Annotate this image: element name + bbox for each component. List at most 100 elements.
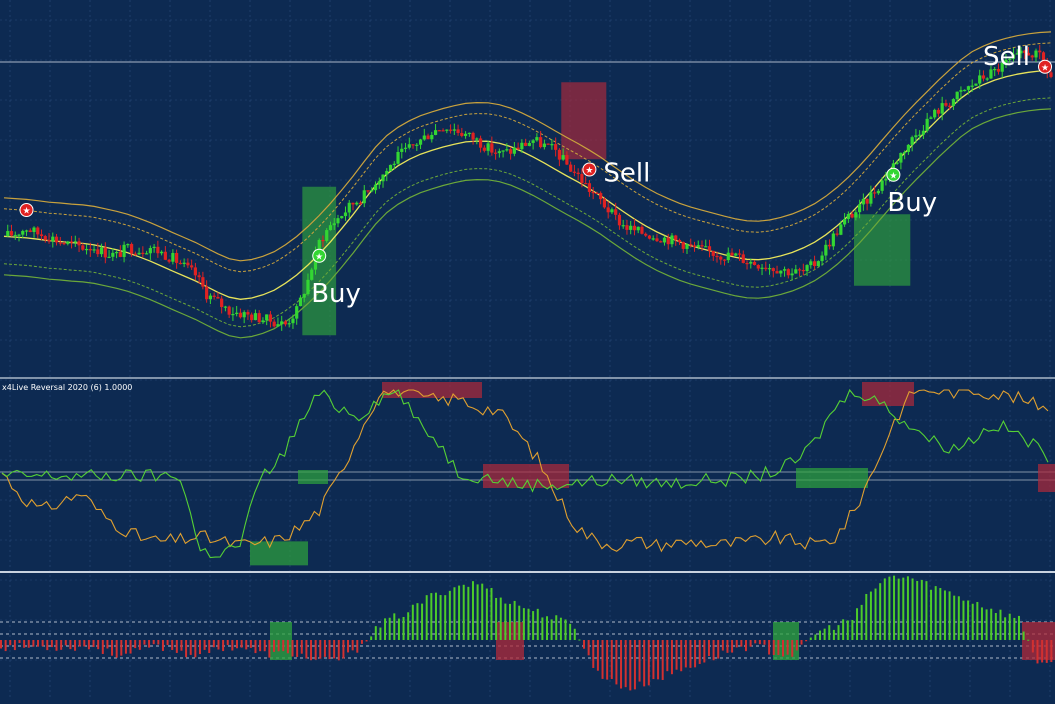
histogram-bar <box>624 640 627 688</box>
candle-body <box>786 269 790 276</box>
candle-body <box>178 262 182 265</box>
histogram-bar <box>23 640 26 648</box>
sell-zone <box>382 382 482 398</box>
histogram-bar <box>388 617 391 640</box>
candle-body <box>422 135 426 140</box>
candle-body <box>685 244 689 249</box>
histogram-bar <box>490 587 493 640</box>
histogram-bar <box>458 585 461 640</box>
candle-body <box>66 241 70 244</box>
candle-body <box>276 324 280 327</box>
histogram-bar <box>846 620 849 640</box>
candle-body <box>208 295 212 300</box>
candle-body <box>47 239 51 242</box>
histogram-bar <box>208 640 211 654</box>
candle-body <box>385 170 389 175</box>
candle-body <box>531 140 535 143</box>
candle-body <box>415 144 419 146</box>
candle-body <box>283 321 288 325</box>
candle-body <box>430 134 434 140</box>
candle-body <box>163 251 167 260</box>
histogram-bar <box>717 640 720 659</box>
sell-star-icon-glyph: ★ <box>1041 63 1049 73</box>
candle-body <box>328 225 333 231</box>
histogram-bar <box>277 640 280 652</box>
candle-body <box>576 172 580 175</box>
candle-body <box>287 323 291 325</box>
histogram-bar <box>115 640 118 658</box>
histogram-panel <box>0 575 1055 691</box>
histogram-bar <box>185 640 188 658</box>
histogram-bar <box>41 640 44 647</box>
candle-body <box>756 265 760 269</box>
candle-body <box>418 139 423 145</box>
histogram-bar <box>365 640 368 642</box>
candle-body <box>569 164 573 172</box>
histogram-bar <box>189 640 192 655</box>
candle-body <box>933 109 937 118</box>
histogram-bar <box>411 604 414 640</box>
candle-body <box>336 218 340 224</box>
histogram-bar <box>856 608 859 640</box>
histogram-bar <box>763 640 766 645</box>
candle-body <box>610 209 614 213</box>
histogram-bar <box>795 640 798 651</box>
candle-body <box>876 190 880 194</box>
candle-body <box>107 256 111 259</box>
histogram-bar <box>930 589 933 640</box>
histogram-bar <box>300 640 303 654</box>
histogram-bar <box>680 640 683 672</box>
histogram-bar <box>735 640 738 648</box>
candle-body <box>696 245 700 247</box>
candle-body <box>771 268 775 272</box>
candle-body <box>719 256 723 260</box>
candle-body <box>182 262 186 264</box>
histogram-bar <box>471 581 474 640</box>
histogram-bar <box>967 600 970 640</box>
histogram-bar <box>906 576 909 640</box>
candle-body <box>760 267 764 269</box>
histogram-bar <box>101 640 104 654</box>
sell-star-icon-glyph: ★ <box>585 166 593 176</box>
candle-body <box>433 130 438 135</box>
candle-body <box>944 103 948 106</box>
histogram-bar <box>485 588 488 640</box>
histogram-bar <box>60 640 63 650</box>
candle-body <box>711 250 715 256</box>
candle-body <box>707 246 712 251</box>
candle-body <box>636 226 640 231</box>
histogram-bar <box>92 640 95 647</box>
price-panel: ★ ★ Buy ★ Sell ★ Buy ★ Sell <box>3 31 1053 339</box>
candle-body <box>325 230 329 241</box>
histogram-bar <box>893 575 896 640</box>
histogram-bar <box>347 640 350 653</box>
histogram-bar <box>911 578 914 640</box>
candle-body <box>272 321 276 327</box>
histogram-bar <box>180 640 183 651</box>
histogram-bar <box>138 640 141 650</box>
candle-body <box>539 137 543 148</box>
candle-body <box>366 190 370 192</box>
candle-body <box>509 149 513 154</box>
histogram-bar <box>536 608 539 640</box>
candle-body <box>403 147 408 149</box>
candle-body <box>670 235 674 245</box>
histogram-bar <box>694 640 697 668</box>
buy-zone <box>853 214 911 286</box>
histogram-bar <box>647 640 650 686</box>
candle-body <box>557 149 561 160</box>
candle-body <box>73 241 77 243</box>
candle-body <box>362 190 366 204</box>
candle-body <box>197 275 201 278</box>
candle-body <box>494 152 498 154</box>
candle-body <box>332 223 336 226</box>
candle-body <box>809 261 813 266</box>
histogram-bar <box>495 597 498 640</box>
histogram-bar <box>161 640 164 651</box>
buy-star-icon-glyph: ★ <box>315 252 323 262</box>
candle-body <box>370 190 374 192</box>
candle-body <box>51 236 55 242</box>
histogram-bar <box>476 584 479 640</box>
candle-body <box>69 241 74 243</box>
histogram-bar <box>583 640 586 649</box>
